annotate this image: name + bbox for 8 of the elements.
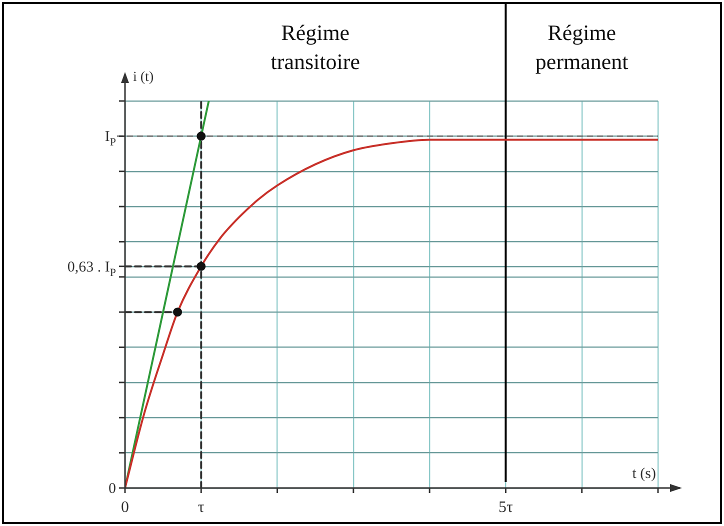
x-tick-label: τ: [198, 499, 205, 516]
x-tick-label: 0: [121, 499, 129, 516]
text: Régime transitoire: [270, 20, 360, 74]
x-axis-title: t (s): [632, 466, 656, 482]
x-tick-label: 5τ: [498, 499, 514, 516]
y-tick-label: 0: [108, 481, 116, 497]
text: Régime permanent: [535, 20, 628, 74]
y-axis-title: i (t): [133, 70, 154, 85]
